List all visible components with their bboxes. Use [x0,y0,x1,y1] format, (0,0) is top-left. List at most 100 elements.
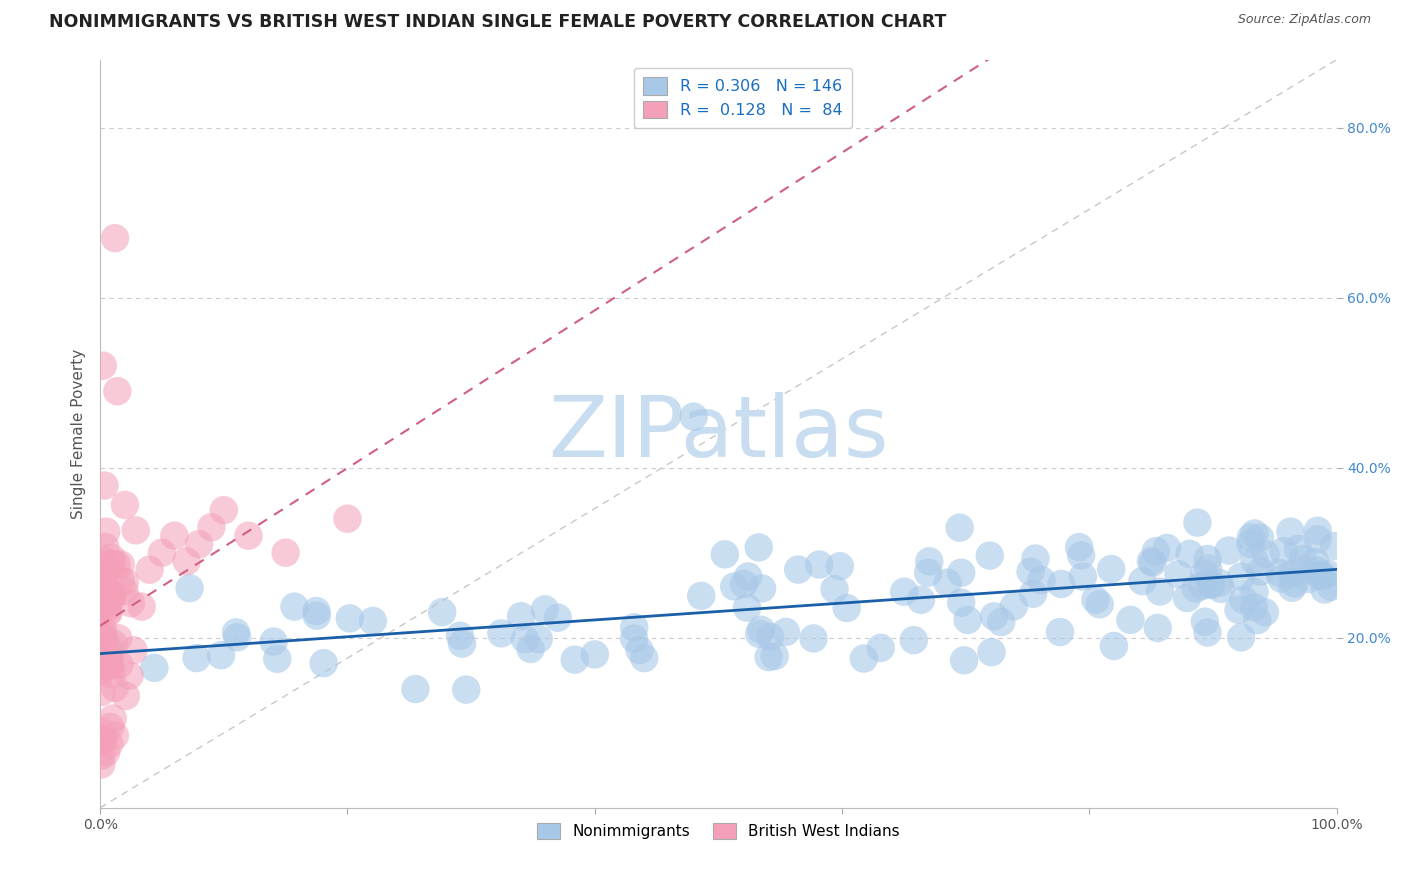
Nonimmigrants [456,682,478,697]
British West Indians [120,596,142,610]
Nonimmigrants [1156,541,1178,555]
Nonimmigrants [953,653,976,667]
Nonimmigrants [339,611,361,625]
Nonimmigrants [1084,592,1107,607]
Nonimmigrants [628,643,651,657]
Text: NONIMMIGRANTS VS BRITISH WEST INDIAN SINGLE FEMALE POVERTY CORRELATION CHART: NONIMMIGRANTS VS BRITISH WEST INDIAN SIN… [49,13,946,31]
Nonimmigrants [98,642,121,657]
Nonimmigrants [1272,544,1295,558]
British West Indians [100,589,122,603]
Nonimmigrants [179,581,201,595]
Nonimmigrants [763,648,786,663]
Nonimmigrants [1254,605,1277,619]
Nonimmigrants [990,615,1012,629]
British West Indians [90,632,112,646]
Nonimmigrants [1050,577,1073,591]
Nonimmigrants [1209,582,1232,596]
British West Indians [100,667,122,681]
Nonimmigrants [758,650,780,665]
British West Indians [90,568,112,582]
Nonimmigrants [1049,625,1071,640]
Nonimmigrants [283,599,305,614]
British West Indians [90,580,112,594]
Nonimmigrants [918,554,941,568]
Nonimmigrants [1232,592,1254,607]
Nonimmigrants [266,652,288,666]
Nonimmigrants [787,563,810,577]
British West Indians [114,498,136,512]
Nonimmigrants [1320,580,1343,594]
Nonimmigrants [1102,639,1125,653]
Nonimmigrants [1284,576,1306,591]
Nonimmigrants [723,580,745,594]
British West Indians [238,529,260,543]
British West Indians [96,563,118,577]
Nonimmigrants [748,541,770,555]
British West Indians [93,581,115,595]
British West Indians [336,511,359,525]
Nonimmigrants [1323,539,1346,553]
British West Indians [90,748,112,763]
British West Indians [98,720,121,734]
Nonimmigrants [1239,537,1261,551]
Nonimmigrants [1185,582,1208,596]
Nonimmigrants [1312,568,1334,582]
British West Indians [93,637,115,651]
Nonimmigrants [1002,599,1025,614]
British West Indians [188,537,211,551]
British West Indians [101,587,124,601]
British West Indians [91,640,114,655]
Nonimmigrants [312,656,335,670]
British West Indians [90,685,112,699]
British West Indians [112,583,135,598]
Nonimmigrants [1070,549,1092,563]
Nonimmigrants [623,620,645,634]
Nonimmigrants [1227,603,1250,617]
Nonimmigrants [1142,556,1164,570]
Nonimmigrants [1019,565,1042,579]
British West Indians [90,551,112,566]
Nonimmigrants [1240,531,1263,545]
Nonimmigrants [917,566,939,580]
British West Indians [110,574,132,588]
British West Indians [90,581,112,595]
British West Indians [93,640,115,655]
British West Indians [98,651,121,665]
Nonimmigrants [1243,554,1265,568]
British West Indians [96,600,118,615]
British West Indians [90,601,112,615]
British West Indians [104,729,127,743]
British West Indians [131,599,153,614]
British West Indians [118,668,141,682]
Nonimmigrants [491,626,513,640]
Nonimmigrants [225,625,247,640]
Nonimmigrants [564,653,586,667]
Nonimmigrants [1024,551,1046,566]
Nonimmigrants [1199,577,1222,591]
Nonimmigrants [950,596,973,610]
British West Indians [101,711,124,725]
British West Indians [107,631,129,645]
Nonimmigrants [1279,524,1302,539]
Nonimmigrants [1197,625,1219,640]
British West Indians [94,540,117,554]
British West Indians [93,658,115,673]
British West Indians [274,546,297,560]
British West Indians [91,628,114,642]
Nonimmigrants [1099,562,1122,576]
British West Indians [94,746,117,760]
Nonimmigrants [1292,563,1315,577]
Nonimmigrants [519,642,541,657]
Nonimmigrants [1191,579,1213,593]
British West Indians [176,554,198,568]
Nonimmigrants [305,604,328,618]
Nonimmigrants [1140,554,1163,568]
Nonimmigrants [748,627,770,641]
Nonimmigrants [1218,543,1240,558]
Nonimmigrants [1309,568,1331,582]
British West Indians [108,657,131,672]
Nonimmigrants [1306,524,1329,538]
Nonimmigrants [1230,630,1253,644]
Nonimmigrants [1175,591,1198,605]
Nonimmigrants [808,558,831,572]
